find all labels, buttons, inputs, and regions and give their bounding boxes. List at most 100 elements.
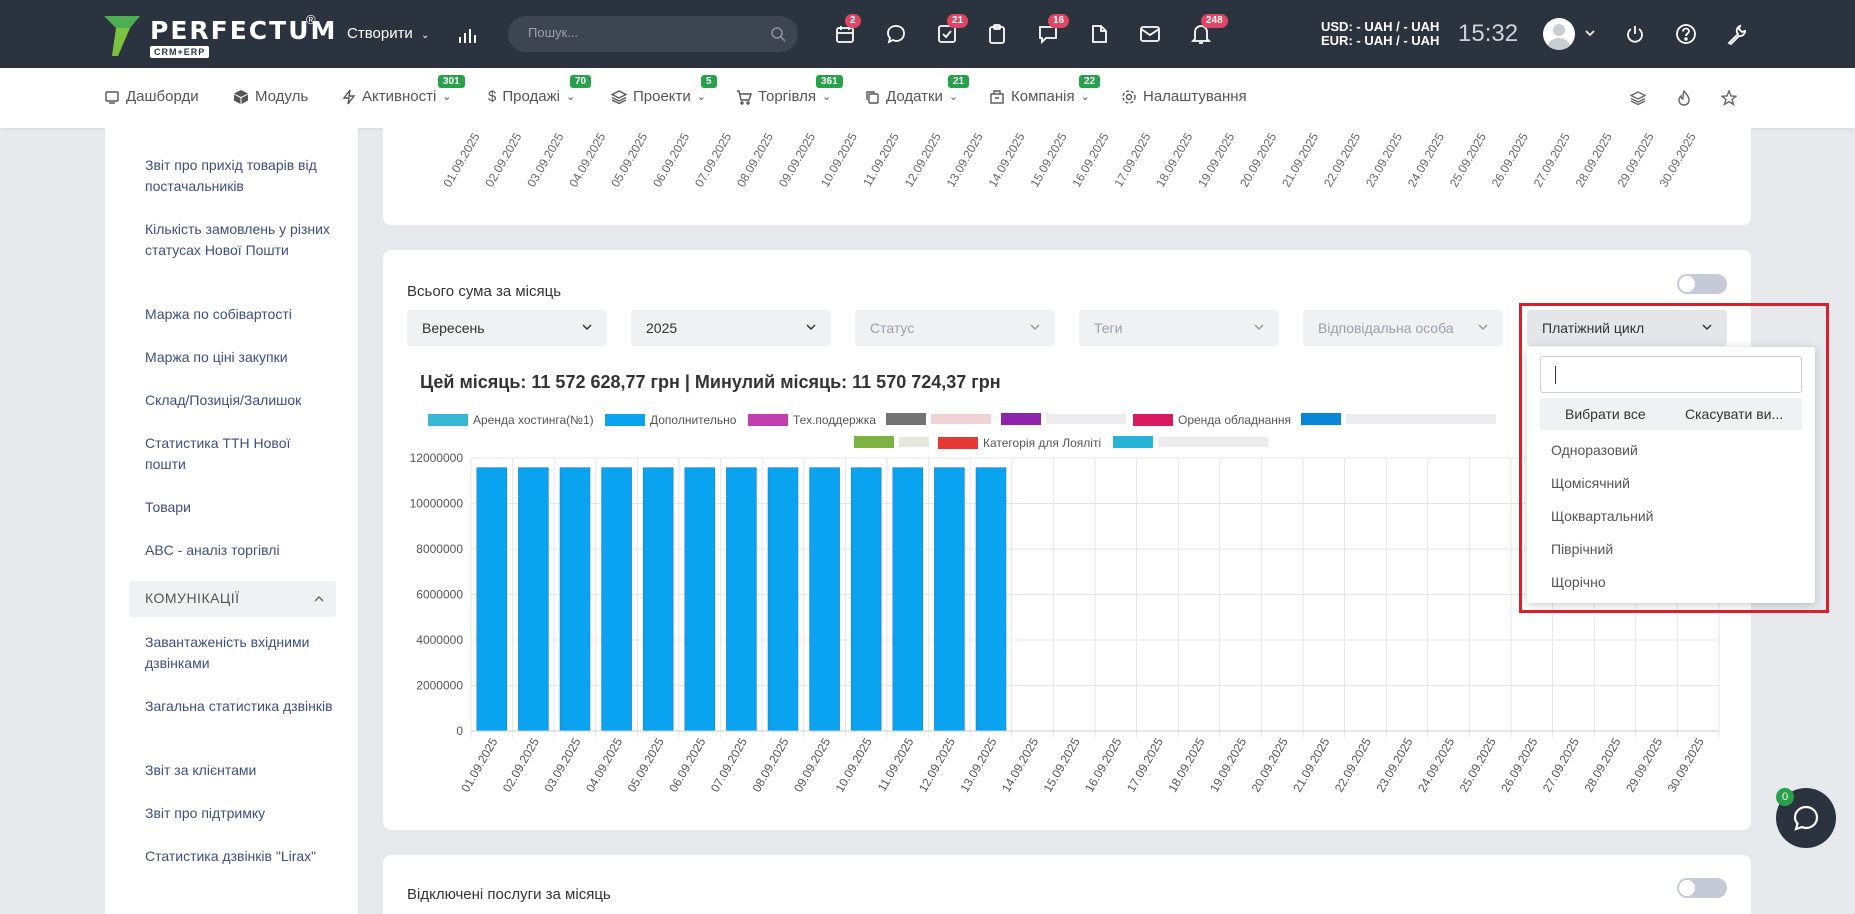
- nav-trade[interactable]: Торгівля ⌄ 361: [736, 75, 843, 105]
- dropdown-option[interactable]: Щорічно: [1551, 574, 1606, 590]
- create-label: Створити: [347, 25, 413, 42]
- legend-swatch: [1133, 414, 1173, 426]
- help-icon[interactable]: [1674, 22, 1698, 46]
- sidebar-link-np-orders[interactable]: Кількість замовлень у різних статусах Но…: [145, 221, 330, 258]
- stats-icon[interactable]: [456, 24, 480, 46]
- nav-dashboards[interactable]: Дашборди: [104, 88, 199, 105]
- user-menu-chevron-icon[interactable]: [1583, 26, 1597, 40]
- tasks-icon[interactable]: 21: [935, 14, 969, 46]
- legend-item[interactable]: Тех.поддержка: [748, 413, 876, 427]
- create-button[interactable]: Створити ⌄: [347, 25, 429, 42]
- x-tick-label: 30.09.2025: [1656, 130, 1698, 189]
- y-tick-label: 0: [456, 724, 463, 738]
- document-icon[interactable]: [1087, 22, 1111, 46]
- search-box[interactable]: [508, 16, 798, 52]
- chevron-down-icon: ⌄: [948, 91, 959, 103]
- card-toggle[interactable]: [1677, 274, 1727, 294]
- sidebar-link-margin-cost[interactable]: Маржа по собівартості: [145, 306, 292, 322]
- nav-projects[interactable]: Проекти ⌄ 5: [611, 75, 717, 105]
- x-tick-label: 01.09.2025: [458, 735, 500, 794]
- sidebar-link-goods[interactable]: Товари: [145, 499, 191, 515]
- legend-item[interactable]: Категорія для Лояліті: [938, 436, 1101, 450]
- avatar[interactable]: [1543, 18, 1575, 50]
- dropdown-option[interactable]: Щоквартальний: [1551, 508, 1654, 524]
- legend-item[interactable]: Дополнительно: [605, 413, 736, 427]
- power-icon[interactable]: [1623, 22, 1647, 46]
- messages-icon[interactable]: 16: [1036, 14, 1070, 46]
- sidebar-section-communications[interactable]: КОМУНІКАЦІЇ: [129, 581, 336, 617]
- card-toggle[interactable]: [1677, 878, 1727, 898]
- sidebar-link-ttn-stats[interactable]: Статистика ТТН Нової пошти: [145, 435, 291, 472]
- wrench-icon[interactable]: [1725, 22, 1749, 46]
- sidebar-link-lirax[interactable]: Статистика дзвінків "Lirax": [145, 848, 317, 864]
- sidebar-link-goods-arrival[interactable]: Звіт про прихід товарів від постачальник…: [145, 157, 317, 194]
- sidebar-link-support-report[interactable]: Звіт про підтримку: [145, 805, 266, 821]
- tags-select[interactable]: Теги: [1079, 310, 1279, 346]
- currency-usd: USD: - UAH / - UAH: [1321, 19, 1440, 34]
- sidebar-link-call-stats[interactable]: Загальна статистика дзвінків: [145, 698, 333, 714]
- nav-company[interactable]: Компанія ⌄ 22: [989, 75, 1101, 105]
- legend-item[interactable]: Оренда обладнання: [1133, 413, 1291, 427]
- x-tick-label: 29.09.2025: [1615, 130, 1657, 189]
- x-tick-label: 24.09.2025: [1405, 130, 1447, 189]
- nav-sales[interactable]: $ Продажі ⌄ 70: [488, 75, 592, 105]
- search-input[interactable]: [528, 25, 758, 40]
- legend-item[interactable]: [1113, 436, 1268, 448]
- x-tick-label: 03.09.2025: [541, 735, 583, 794]
- sidebar-link-margin-purchase[interactable]: Маржа по ціні закупки: [145, 349, 288, 365]
- legend-swatch: [748, 414, 788, 426]
- x-tick-label: 20.09.2025: [1249, 735, 1291, 794]
- calendar-icon[interactable]: 2: [833, 14, 861, 46]
- year-select[interactable]: 2025: [631, 310, 831, 346]
- nav-addons[interactable]: Додатки ⌄ 21: [864, 75, 970, 105]
- deselect-all-button[interactable]: Скасувати ви...: [1685, 406, 1784, 422]
- legend-item[interactable]: Аренда хостинга(№1): [428, 413, 594, 427]
- nav-settings[interactable]: Налаштування: [1121, 88, 1247, 105]
- status-select[interactable]: Статус: [855, 310, 1055, 346]
- bar: [476, 467, 508, 732]
- legend-item[interactable]: [886, 413, 991, 425]
- legend-item[interactable]: [1001, 413, 1126, 425]
- month-select[interactable]: Вересень: [407, 310, 607, 346]
- legend-item[interactable]: [854, 436, 929, 448]
- dropdown-option[interactable]: Піврічний: [1551, 541, 1614, 557]
- messages-badge: 16: [1048, 14, 1070, 28]
- nav-label: Проекти: [633, 88, 691, 105]
- x-tick-label: 22.09.2025: [1332, 735, 1374, 794]
- x-tick-label: 19.09.2025: [1207, 735, 1249, 794]
- sidebar-link-abc[interactable]: ABC - аналіз торгівлі: [145, 542, 280, 558]
- y-tick-label: 12000000: [410, 451, 464, 465]
- dropdown-option[interactable]: Щомісячний: [1551, 475, 1630, 491]
- clipboard-icon[interactable]: [985, 22, 1009, 46]
- legend-item[interactable]: [1301, 413, 1496, 425]
- sidebar-link-call-load[interactable]: Завантаженість вхідними дзвінками: [145, 634, 310, 671]
- sidebar-link-stock[interactable]: Склад/Позиція/Залишок: [145, 392, 302, 408]
- mail-icon[interactable]: [1138, 22, 1162, 46]
- responsible-select[interactable]: Відповідальна особа: [1303, 310, 1503, 346]
- dropdown-search-input[interactable]: [1540, 356, 1802, 393]
- logo[interactable]: PERFECTUM ® CRM+ERP: [104, 12, 335, 58]
- x-tick-label: 04.09.2025: [583, 735, 625, 794]
- legend-swatch: [854, 436, 894, 448]
- bar: [726, 467, 757, 732]
- select-all-button[interactable]: Вибрати все: [1565, 406, 1646, 422]
- sidebar-link-client-report[interactable]: Звіт за клієнтами: [145, 762, 257, 778]
- x-tick-label: 09.09.2025: [791, 735, 833, 794]
- text-caret: [1555, 366, 1556, 384]
- nav-label: Активності: [362, 88, 437, 105]
- x-tick-label: 17.09.2025: [1124, 735, 1166, 794]
- nav-module[interactable]: Модуль: [233, 88, 308, 105]
- x-tick-label: 17.09.2025: [1111, 130, 1153, 189]
- dropdown-option[interactable]: Одноразовий: [1551, 442, 1638, 458]
- cart-icon: [737, 89, 752, 105]
- nav-activities[interactable]: Активності ⌄ 301: [342, 75, 465, 105]
- fire-icon[interactable]: [1674, 88, 1694, 108]
- layers-toggle-icon[interactable]: [1628, 88, 1648, 108]
- chat-icon[interactable]: [884, 22, 908, 46]
- x-tick-label: 12.09.2025: [902, 130, 944, 189]
- star-icon[interactable]: [1719, 88, 1739, 108]
- x-tick-label: 27.09.2025: [1531, 130, 1573, 189]
- payment-cycle-select[interactable]: Платіжний цикл: [1527, 310, 1727, 346]
- legend-swatch: [886, 413, 926, 425]
- bell-icon[interactable]: 248: [1189, 14, 1228, 46]
